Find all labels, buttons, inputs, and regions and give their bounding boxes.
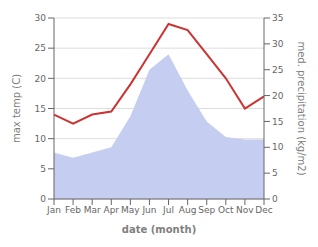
- svg-text:date (month): date (month): [122, 224, 196, 235]
- svg-text:0: 0: [272, 194, 278, 204]
- svg-text:Oct: Oct: [218, 205, 234, 215]
- svg-text:Mar: Mar: [84, 205, 101, 215]
- svg-text:25: 25: [272, 65, 283, 75]
- svg-text:0: 0: [40, 194, 46, 204]
- svg-text:20: 20: [35, 74, 47, 84]
- svg-text:10: 10: [35, 134, 47, 144]
- svg-text:Nov: Nov: [236, 205, 254, 215]
- svg-text:5: 5: [40, 164, 46, 174]
- svg-text:10: 10: [272, 142, 284, 152]
- svg-text:25: 25: [35, 43, 46, 53]
- svg-text:med. precipitation (kg/m2): med. precipitation (kg/m2): [296, 41, 307, 175]
- svg-text:Dec: Dec: [255, 205, 272, 215]
- svg-text:Aug: Aug: [179, 205, 197, 215]
- svg-text:20: 20: [272, 91, 284, 101]
- svg-text:15: 15: [35, 104, 46, 114]
- svg-text:Jul: Jul: [162, 205, 174, 215]
- svg-text:Jun: Jun: [141, 205, 156, 215]
- svg-text:Sep: Sep: [198, 205, 215, 215]
- svg-text:35: 35: [272, 13, 283, 23]
- svg-text:Feb: Feb: [65, 205, 81, 215]
- svg-text:30: 30: [35, 13, 47, 23]
- svg-text:May: May: [121, 205, 140, 215]
- svg-text:5: 5: [272, 168, 278, 178]
- svg-text:Apr: Apr: [103, 205, 119, 215]
- svg-text:Jan: Jan: [46, 205, 61, 215]
- svg-text:max temp (C): max temp (C): [11, 74, 22, 143]
- svg-text:15: 15: [272, 117, 283, 127]
- svg-text:30: 30: [272, 39, 284, 49]
